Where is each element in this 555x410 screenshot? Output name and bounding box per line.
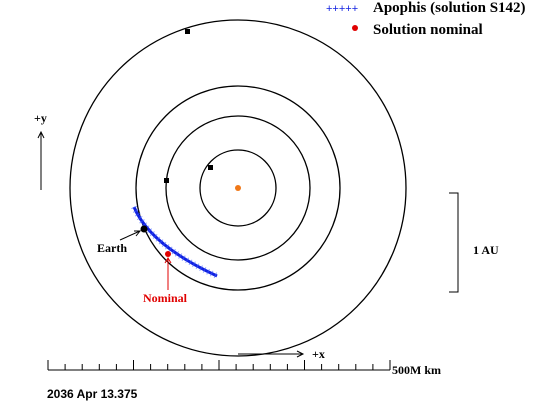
orbit: [69, 19, 407, 357]
nominal-arrow: [164, 257, 172, 290]
au-bracket: [449, 192, 459, 293]
orbits: [69, 19, 407, 357]
apophis-track-markers: [131, 205, 219, 279]
planet: [208, 165, 213, 170]
y-axis-label: +y: [34, 111, 47, 125]
sun: [235, 185, 241, 191]
date: 2036 Apr 13.375: [47, 387, 138, 401]
planet: [164, 178, 169, 183]
planet: [185, 29, 190, 34]
legend-label: Solution nominal: [373, 22, 483, 38]
orbit: [199, 149, 277, 227]
earth-label: Earth: [97, 241, 127, 255]
x-arrow: [238, 350, 305, 358]
nominal-label: Nominal: [143, 291, 188, 305]
legend-dot: [352, 25, 358, 31]
orbit: [165, 115, 311, 261]
au-label: 1 AU: [473, 243, 499, 257]
orbit: [135, 85, 341, 291]
nominal-point: [165, 251, 171, 257]
scale-label: 500M km: [392, 363, 441, 377]
legend-marker: +++++: [326, 3, 358, 15]
earth: [140, 225, 148, 233]
x-axis-label: +x: [312, 347, 325, 361]
y-arrow: [37, 130, 45, 190]
earth-arrow: [119, 230, 142, 241]
legend-label: Apophis (solution S142): [373, 0, 526, 16]
scale-bar: [47, 360, 391, 371]
apophis-track: [132, 206, 218, 278]
